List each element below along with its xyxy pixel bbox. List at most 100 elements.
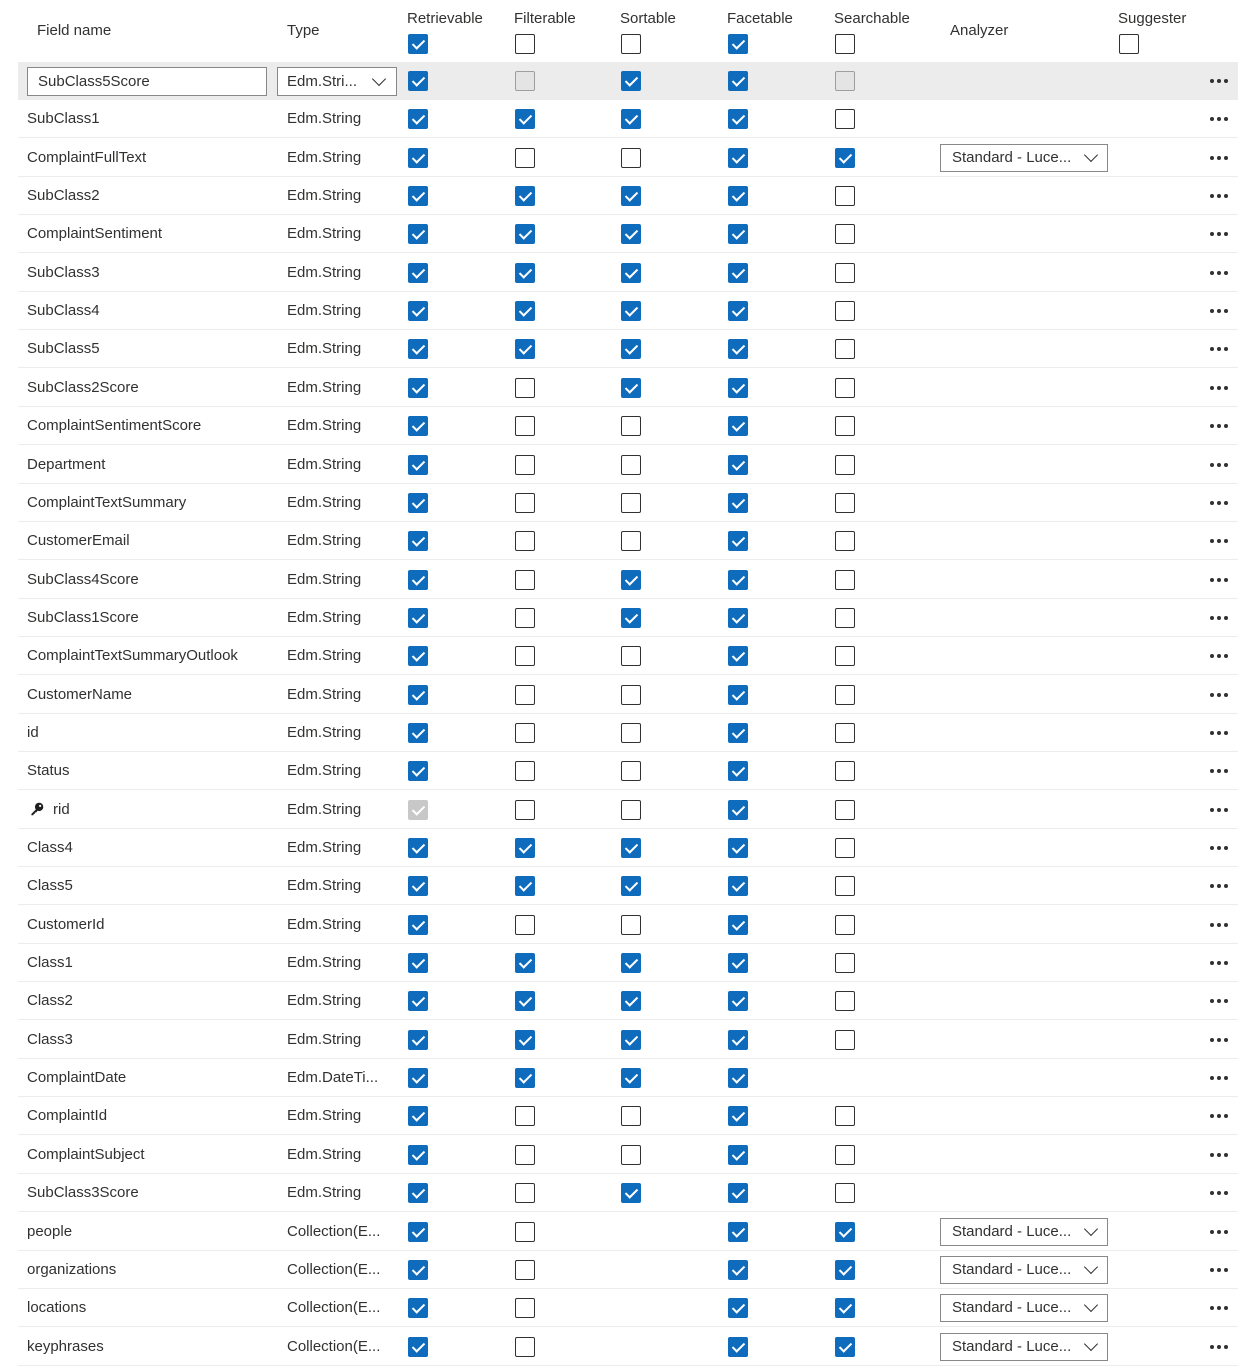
- table-row[interactable]: SubClass2Score Edm.String: [18, 369, 1238, 407]
- filterable-checkbox[interactable]: [515, 1029, 535, 1050]
- sortable-checkbox[interactable]: [621, 339, 641, 360]
- table-row[interactable]: CustomerId Edm.String: [18, 906, 1238, 944]
- table-row[interactable]: SubClass1 Edm.String: [18, 100, 1238, 139]
- searchable-checkbox[interactable]: [835, 492, 855, 513]
- field-name-input[interactable]: [27, 67, 267, 96]
- more-options-icon[interactable]: [1210, 1229, 1231, 1234]
- table-row[interactable]: ComplaintSentiment Edm.String: [18, 215, 1238, 254]
- more-options-icon[interactable]: [1210, 884, 1231, 889]
- table-row[interactable]: CustomerName Edm.String: [18, 676, 1238, 714]
- sortable-checkbox[interactable]: [621, 377, 641, 398]
- retrievable-checkbox[interactable]: [408, 262, 428, 283]
- sortable-checkbox[interactable]: [621, 531, 641, 552]
- facetable-checkbox[interactable]: [728, 953, 748, 974]
- filterable-checkbox[interactable]: [515, 71, 535, 91]
- more-options-icon[interactable]: [1210, 769, 1231, 774]
- filterable-checkbox[interactable]: [515, 991, 535, 1012]
- table-row[interactable]: rid Edm.String: [18, 791, 1238, 829]
- more-options-icon[interactable]: [1210, 309, 1231, 314]
- retrievable-checkbox[interactable]: [408, 761, 428, 782]
- table-row[interactable]: ComplaintSubject Edm.String: [18, 1136, 1238, 1174]
- searchable-checkbox[interactable]: [835, 1029, 855, 1050]
- retrievable-checkbox[interactable]: [408, 377, 428, 398]
- retrievable-checkbox[interactable]: [408, 71, 428, 91]
- searchable-checkbox[interactable]: [835, 377, 855, 398]
- facetable-checkbox[interactable]: [728, 1183, 748, 1204]
- table-row[interactable]: ComplaintSentimentScore Edm.String: [18, 407, 1238, 446]
- table-row[interactable]: SubClass3Score Edm.String: [18, 1174, 1238, 1213]
- more-options-icon[interactable]: [1210, 270, 1231, 275]
- searchable-checkbox[interactable]: [835, 109, 855, 130]
- facetable-checkbox[interactable]: [728, 607, 748, 628]
- sortable-checkbox[interactable]: [621, 109, 641, 130]
- searchable-checkbox[interactable]: [835, 71, 855, 91]
- table-row[interactable]: Class1 Edm.String: [18, 944, 1238, 983]
- table-row[interactable]: Class4 Edm.String: [18, 829, 1238, 867]
- table-row[interactable]: ComplaintDate Edm.DateTi...: [18, 1059, 1238, 1098]
- filterable-checkbox[interactable]: [515, 1144, 535, 1165]
- filterable-checkbox[interactable]: [515, 377, 535, 398]
- sortable-checkbox[interactable]: [621, 186, 641, 207]
- filterable-checkbox[interactable]: [515, 531, 535, 552]
- retrievable-checkbox[interactable]: [408, 876, 428, 897]
- more-options-icon[interactable]: [1210, 194, 1231, 199]
- filterable-checkbox[interactable]: [515, 646, 535, 667]
- more-options-icon[interactable]: [1210, 1152, 1231, 1157]
- sortable-checkbox[interactable]: [621, 454, 641, 475]
- table-row[interactable]: Class5 Edm.String: [18, 867, 1238, 906]
- retrievable-checkbox[interactable]: [408, 607, 428, 628]
- facetable-checkbox[interactable]: [728, 454, 748, 475]
- searchable-checkbox[interactable]: [835, 838, 855, 858]
- more-options-icon[interactable]: [1210, 615, 1231, 620]
- searchable-checkbox[interactable]: [835, 1144, 855, 1165]
- filterable-checkbox[interactable]: [515, 109, 535, 130]
- more-options-icon[interactable]: [1210, 577, 1231, 582]
- retrievable-checkbox[interactable]: [408, 224, 428, 245]
- sortable-checkbox[interactable]: [621, 1144, 641, 1165]
- facetable-checkbox[interactable]: [728, 339, 748, 360]
- retrievable-checkbox[interactable]: [408, 1144, 428, 1165]
- sortable-checkbox[interactable]: [621, 684, 641, 705]
- searchable-checkbox[interactable]: [835, 569, 855, 590]
- more-options-icon[interactable]: [1210, 424, 1231, 429]
- retrievable-checkbox[interactable]: [408, 1106, 428, 1127]
- table-row[interactable]: ComplaintTextSummary Edm.String: [18, 484, 1238, 522]
- header-retrievable-checkbox[interactable]: [408, 34, 428, 54]
- sortable-checkbox[interactable]: [621, 147, 641, 168]
- retrievable-checkbox[interactable]: [408, 531, 428, 552]
- retrievable-checkbox[interactable]: [408, 722, 428, 743]
- table-row[interactable]: SubClass4 Edm.String: [18, 292, 1238, 331]
- searchable-checkbox[interactable]: [835, 876, 855, 897]
- facetable-checkbox[interactable]: [728, 186, 748, 207]
- sortable-checkbox[interactable]: [621, 799, 641, 820]
- analyzer-dropdown[interactable]: Standard - Luce...: [940, 1217, 1108, 1246]
- more-options-icon[interactable]: [1210, 1267, 1231, 1272]
- sortable-checkbox[interactable]: [621, 1068, 641, 1089]
- facetable-checkbox[interactable]: [728, 569, 748, 590]
- facetable-checkbox[interactable]: [728, 71, 748, 91]
- header-facetable-checkbox[interactable]: [728, 34, 748, 54]
- sortable-checkbox[interactable]: [621, 262, 641, 283]
- analyzer-dropdown[interactable]: Standard - Luce...: [940, 1332, 1108, 1361]
- more-options-icon[interactable]: [1210, 500, 1231, 505]
- filterable-checkbox[interactable]: [515, 1298, 535, 1319]
- filterable-checkbox[interactable]: [515, 838, 535, 858]
- sortable-checkbox[interactable]: [621, 492, 641, 513]
- retrievable-checkbox[interactable]: [408, 684, 428, 705]
- more-options-icon[interactable]: [1210, 846, 1231, 850]
- searchable-checkbox[interactable]: [835, 1336, 855, 1357]
- searchable-checkbox[interactable]: [835, 454, 855, 475]
- more-options-icon[interactable]: [1210, 1191, 1231, 1196]
- analyzer-dropdown[interactable]: Standard - Luce...: [940, 1294, 1108, 1323]
- more-options-icon[interactable]: [1210, 1306, 1231, 1311]
- filterable-checkbox[interactable]: [515, 1068, 535, 1089]
- filterable-checkbox[interactable]: [515, 799, 535, 820]
- sortable-checkbox[interactable]: [621, 991, 641, 1012]
- more-options-icon[interactable]: [1210, 1114, 1231, 1119]
- facetable-checkbox[interactable]: [728, 991, 748, 1012]
- facetable-checkbox[interactable]: [728, 799, 748, 820]
- table-row[interactable]: Status Edm.String: [18, 752, 1238, 791]
- filterable-checkbox[interactable]: [515, 1106, 535, 1127]
- filterable-checkbox[interactable]: [515, 454, 535, 475]
- facetable-checkbox[interactable]: [728, 224, 748, 245]
